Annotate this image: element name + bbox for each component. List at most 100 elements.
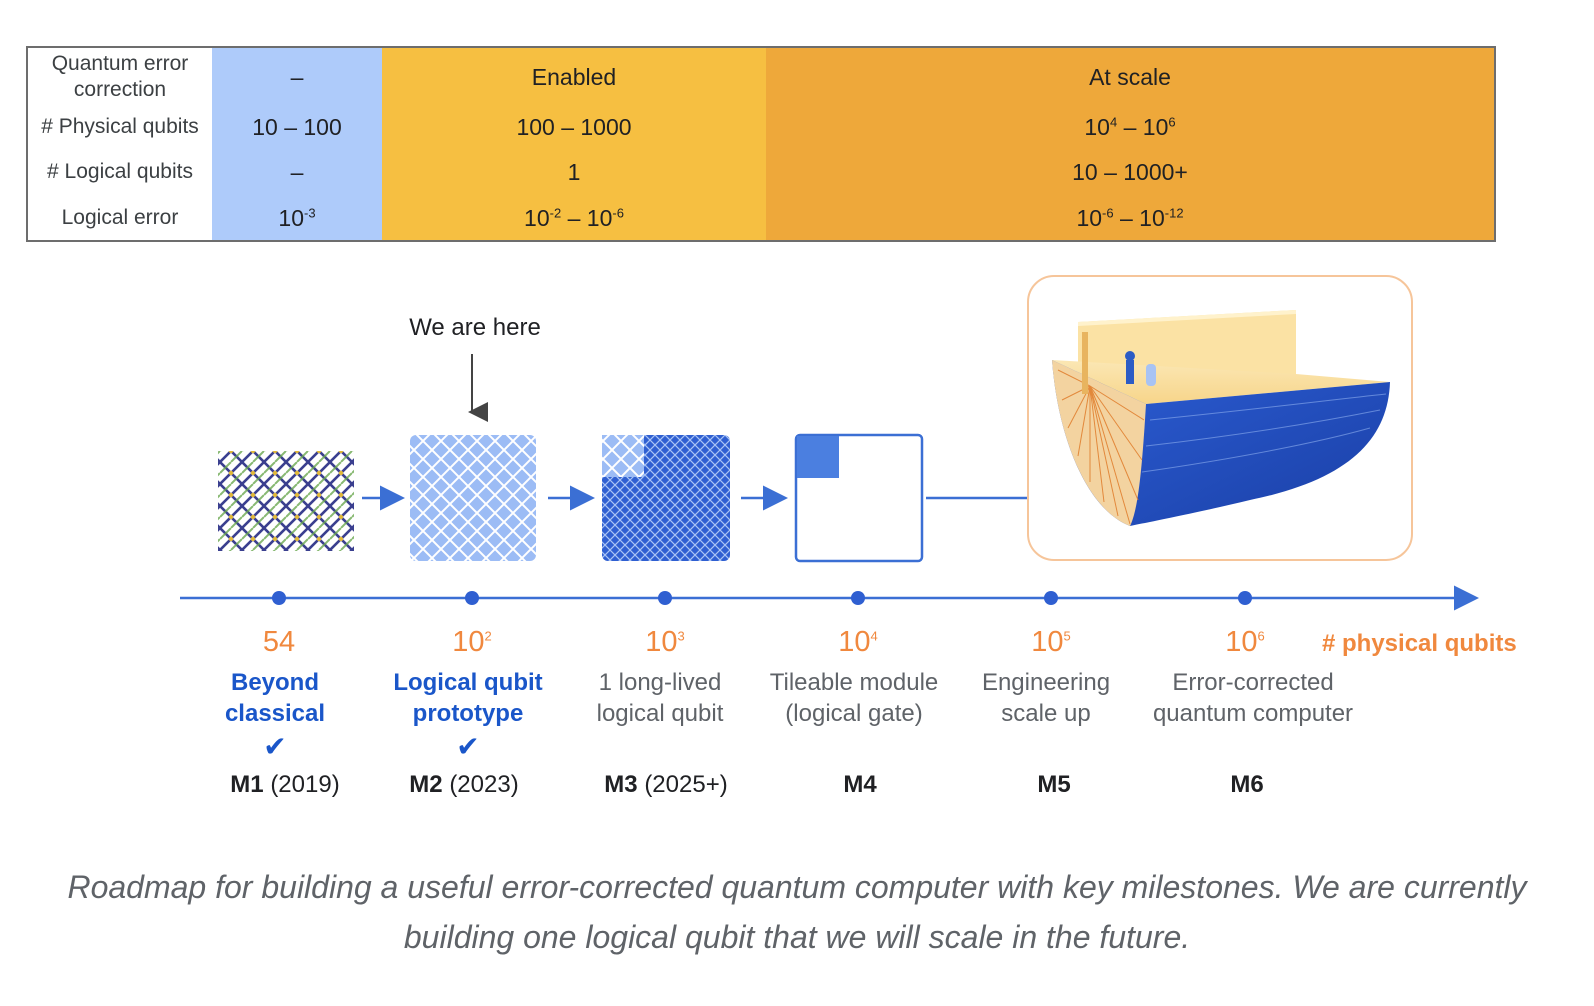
m2-year: (2023) [449, 771, 519, 798]
m2-milestone-name: Logical qubit prototype [358, 667, 578, 729]
cell-physical-c1: 10 – 100 [212, 105, 382, 149]
m5-code: M5 [944, 771, 1164, 799]
m4-name-line2: (logical gate) [785, 700, 923, 727]
m5-code-label: M5 [1037, 771, 1071, 798]
cell-physical-c3-sep: – [1117, 114, 1143, 140]
row-label-physical: # Physical qubits [27, 105, 212, 149]
m6-name-line2: quantum computer [1152, 700, 1354, 727]
qec-table: Quantum error correction – Enabled At sc… [26, 46, 1496, 242]
m6-code-label: M6 [1230, 771, 1264, 798]
m6-qubit-count: 106 [1135, 626, 1355, 659]
m2-prototype-icon [410, 435, 536, 561]
m6-code: M6 [1137, 771, 1357, 799]
m1-lattice-icon [218, 451, 354, 551]
cell-error-c2: 10-2 – 10-6 [382, 195, 766, 241]
m5-name-line1: Engineering [981, 669, 1111, 696]
m3-qubit-exp: 3 [677, 628, 685, 644]
m3-name-line1: 1 long-lived [598, 669, 722, 696]
cell-error-c2-sep: – [561, 204, 587, 231]
cell-qec-c2: Enabled [382, 47, 766, 105]
cell-error-c1-base1: 10 [278, 204, 305, 231]
cell-logical-c3: 10 – 1000+ [766, 149, 1495, 195]
physical-qubits-axis-label: # physical qubits [1322, 630, 1517, 657]
cell-physical-c3: 104 – 106 [766, 105, 1495, 149]
timeline-dot-m5 [1044, 591, 1058, 605]
table-row-qec: Quantum error correction – Enabled At sc… [27, 47, 1495, 105]
timeline-dot-m6 [1238, 591, 1252, 605]
m3-logical-qubit-icon [602, 435, 730, 561]
cell-error-c2-exp1: -2 [549, 204, 562, 220]
timeline-dot-m4 [851, 591, 865, 605]
cell-error-c2-base1: 10 [524, 204, 550, 231]
m5-qubit-count: 105 [941, 626, 1161, 659]
m2-name-line1: Logical qubit [393, 669, 543, 696]
m2-qubit-count: 102 [362, 626, 582, 659]
m6-qubit-base: 10 [1225, 626, 1258, 658]
m1-year: (2019) [270, 771, 340, 798]
m3-name-line2: logical qubit [596, 700, 724, 727]
m4-code-label: M4 [843, 771, 877, 798]
row-label-qec: Quantum error correction [27, 47, 212, 105]
m5-qubit-base: 10 [1031, 626, 1064, 658]
cell-logical-c2: 1 [382, 149, 766, 195]
m2-check-icon: ✔ [456, 731, 480, 762]
we-are-here-label: We are here [409, 314, 541, 341]
m3-code-label: M3 [604, 771, 638, 798]
cell-qec-c3: At scale [766, 47, 1495, 105]
m2-code: M2 (2023) [354, 771, 574, 799]
m3-milestone-name: 1 long-lived logical qubit [550, 667, 770, 729]
m1-name-line1: Beyond [230, 669, 319, 696]
m1-check-icon: ✔ [263, 731, 287, 762]
m6-name-line1: Error-corrected [1172, 669, 1334, 696]
cell-error-c3-sep: – [1113, 204, 1140, 231]
cell-physical-c3-exp2: 6 [1168, 114, 1176, 130]
m4-qubit-count: 104 [748, 626, 968, 659]
m5-name-line2: scale up [1001, 700, 1091, 727]
table-row-physical: # Physical qubits 10 – 100 100 – 1000 10… [27, 105, 1495, 149]
figure-caption: Roadmap for building a useful error-corr… [67, 869, 1527, 955]
m6-milestone-name: Error-corrected quantum computer [1143, 667, 1363, 729]
table-row-error: Logical error 10-3 10-2 – 10-6 10-6 – 10… [27, 195, 1495, 241]
timeline-dot-m1 [272, 591, 286, 605]
m4-code: M4 [750, 771, 970, 799]
m1-code-label: M1 [230, 771, 264, 798]
m1-qubit-base: 54 [262, 626, 296, 658]
cell-error-c3-exp1: -6 [1102, 204, 1114, 220]
cell-error-c3: 10-6 – 10-12 [766, 195, 1495, 241]
m5-qubit-exp: 5 [1063, 628, 1071, 644]
m3-qubit-base: 10 [645, 626, 678, 658]
m3-year: (2025+) [644, 771, 728, 798]
cell-qec-c1: – [212, 47, 382, 105]
m1-qubit-count: 54 [169, 626, 389, 659]
quantum-computer-illustration [1027, 275, 1413, 561]
timeline-dot-m3 [658, 591, 672, 605]
cell-physical-c3-exp1: 4 [1109, 114, 1118, 130]
cell-error-c1-exp1: -3 [304, 204, 316, 220]
cell-error-c3-exp2: -12 [1164, 204, 1184, 220]
cell-error-c2-base2: 10 [586, 204, 613, 231]
m4-qubit-exp: 4 [870, 628, 878, 644]
cell-physical-c3-base2: 10 [1142, 114, 1169, 140]
m4-qubit-base: 10 [838, 626, 871, 658]
cell-error-c3-base2: 10 [1139, 204, 1165, 231]
m2-qubit-base: 10 [452, 626, 485, 658]
m1-code: M1 (2019) [175, 771, 395, 799]
m2-code-label: M2 [409, 771, 443, 798]
row-label-error: Logical error [27, 195, 212, 241]
cell-error-c3-base1: 10 [1076, 204, 1103, 231]
m6-qubit-exp: 6 [1257, 628, 1265, 644]
m1-milestone-name: Beyond classical [165, 667, 385, 729]
m5-milestone-name: Engineering scale up [936, 667, 1156, 729]
cell-logical-c1: – [212, 149, 382, 195]
m4-module-icon [794, 433, 924, 563]
cell-physical-c2: 100 – 1000 [382, 105, 766, 149]
table-row-logical: # Logical qubits – 1 10 – 1000+ [27, 149, 1495, 195]
m2-qubit-exp: 2 [484, 628, 492, 644]
cell-physical-c3-base1: 10 [1084, 114, 1110, 140]
m3-code: M3 (2025+) [556, 771, 776, 799]
m2-name-line2: prototype [412, 700, 524, 727]
row-label-logical: # Logical qubits [27, 149, 212, 195]
timeline-dot-m2 [465, 591, 479, 605]
m1-name-line2: classical [224, 700, 326, 727]
